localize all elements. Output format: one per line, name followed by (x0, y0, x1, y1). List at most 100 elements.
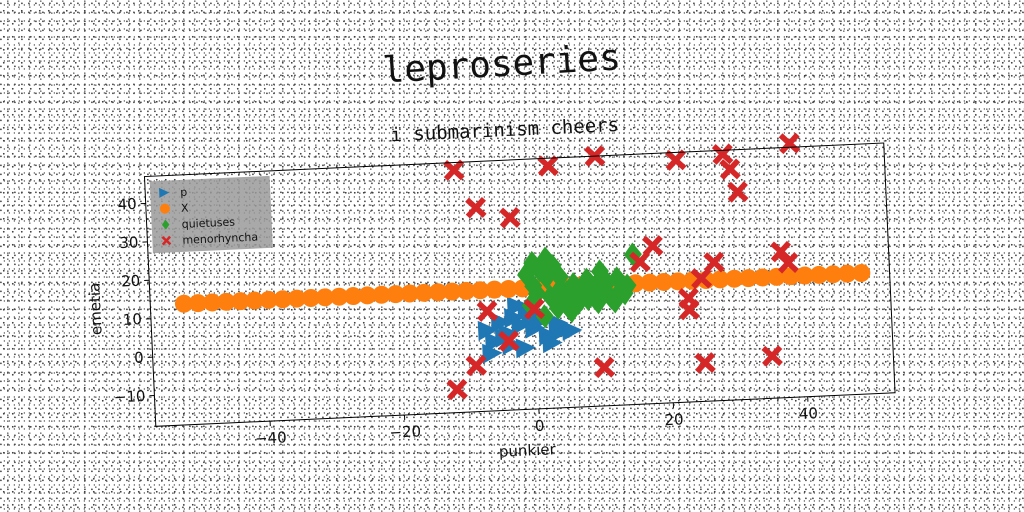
y-tick-label: −10 (113, 387, 145, 406)
data-point-triangle-right (548, 313, 569, 334)
y-tick-label: 30 (119, 233, 139, 252)
data-point-circle (654, 272, 673, 291)
legend-marker (159, 187, 170, 198)
x-tick-label: 0 (534, 417, 544, 435)
x-axis-label: punkier (499, 440, 557, 461)
data-point-diamond (535, 304, 554, 329)
data-point-diamond (591, 267, 610, 292)
data-point-circle (824, 265, 843, 284)
data-point-circle (428, 283, 447, 302)
data-point-triangle-right (511, 315, 532, 336)
data-point-triangle-right (515, 338, 536, 359)
data-point-x-filled (711, 143, 734, 165)
data-point-x-filled (778, 132, 801, 155)
data-point-circle (753, 268, 772, 287)
data-point-circle (400, 284, 419, 303)
data-point-circle (725, 269, 744, 288)
data-point-x-filled (465, 354, 488, 377)
data-point-x-filled (446, 378, 468, 401)
data-point-triangle-right (506, 296, 528, 317)
data-point-x-filled (727, 181, 749, 203)
data-point-diamond (537, 265, 556, 290)
x-tick-label: 20 (664, 410, 684, 429)
legend-marker (159, 203, 170, 214)
legend-marker (161, 219, 170, 230)
data-point-circle (809, 265, 828, 284)
y-tick-label: 10 (122, 310, 142, 329)
data-point-circle (711, 270, 730, 289)
data-point-x-filled (690, 267, 713, 290)
data-point-x-filled (476, 300, 499, 322)
chart-title: leproseries (382, 37, 622, 91)
data-point-x-filled (443, 159, 465, 181)
legend-label: X (181, 202, 190, 215)
data-point-circle (344, 287, 363, 306)
data-point-diamond (615, 281, 634, 306)
data-point-triangle-right (561, 320, 583, 341)
y-axis-label: emetia (85, 282, 105, 335)
data-point-circle (287, 289, 306, 308)
data-point-diamond (608, 266, 627, 291)
data-point-circle (457, 281, 476, 300)
legend-marker (161, 235, 172, 246)
data-point-circle (852, 263, 871, 282)
legend-label: quietuses (181, 215, 235, 230)
plot-marks (174, 132, 871, 401)
data-point-x-filled (664, 149, 687, 171)
data-point-x-filled (719, 158, 741, 180)
y-tick-label: 40 (117, 195, 137, 214)
data-point-x-filled (523, 298, 546, 320)
data-point-triangle-right (482, 343, 503, 364)
data-point-x-filled (537, 155, 559, 177)
data-point-circle (838, 264, 857, 283)
data-point-circle (499, 280, 518, 299)
data-point-circle (316, 288, 335, 307)
data-point-diamond (548, 295, 567, 320)
y-tick-label: 20 (121, 272, 141, 291)
y-tick-label: 0 (134, 349, 144, 367)
data-point-circle (640, 273, 659, 292)
data-point-triangle-right (484, 332, 506, 353)
x-tick-label: −20 (389, 422, 421, 441)
data-point-x-filled (465, 196, 487, 219)
legend-box (149, 175, 273, 254)
data-point-diamond (602, 285, 621, 310)
data-point-circle (443, 282, 462, 301)
legend-label: p (180, 186, 188, 199)
data-point-x-filled (593, 356, 616, 379)
data-point-diamond (564, 279, 583, 304)
data-point-x-filled (641, 235, 664, 257)
data-point-circle (358, 286, 377, 305)
data-point-circle (386, 285, 405, 304)
data-point-diamond (562, 299, 581, 324)
data-point-triangle-right (527, 310, 549, 331)
data-point-x-filled (694, 352, 716, 374)
data-point-circle (245, 291, 264, 310)
y-axis: −10 0 10 20 30 40 (113, 195, 155, 406)
data-point-circle (273, 290, 292, 309)
data-point-x-filled (770, 240, 792, 263)
data-point-diamond (578, 286, 597, 311)
data-point-triangle-right (542, 333, 563, 354)
data-point-circle (259, 290, 278, 309)
data-point-x-filled (777, 252, 799, 274)
data-point-circle (668, 272, 687, 291)
data-point-diamond (551, 276, 570, 301)
data-point-diamond (524, 273, 543, 298)
data-point-circle (372, 285, 391, 304)
data-point-circle (485, 280, 504, 299)
x-tick-label: 40 (799, 404, 819, 423)
data-point-circle (471, 281, 490, 300)
data-point-x-filled (499, 206, 521, 229)
data-point-circle (739, 269, 758, 288)
data-point-x-filled (498, 330, 520, 352)
data-point-circle (203, 293, 222, 312)
data-point-circle (330, 287, 349, 306)
data-point-circle (231, 292, 250, 311)
data-point-circle (301, 288, 320, 307)
plot-frame (143, 142, 896, 427)
data-point-x-filled (678, 298, 700, 321)
data-point-circle (795, 266, 814, 285)
